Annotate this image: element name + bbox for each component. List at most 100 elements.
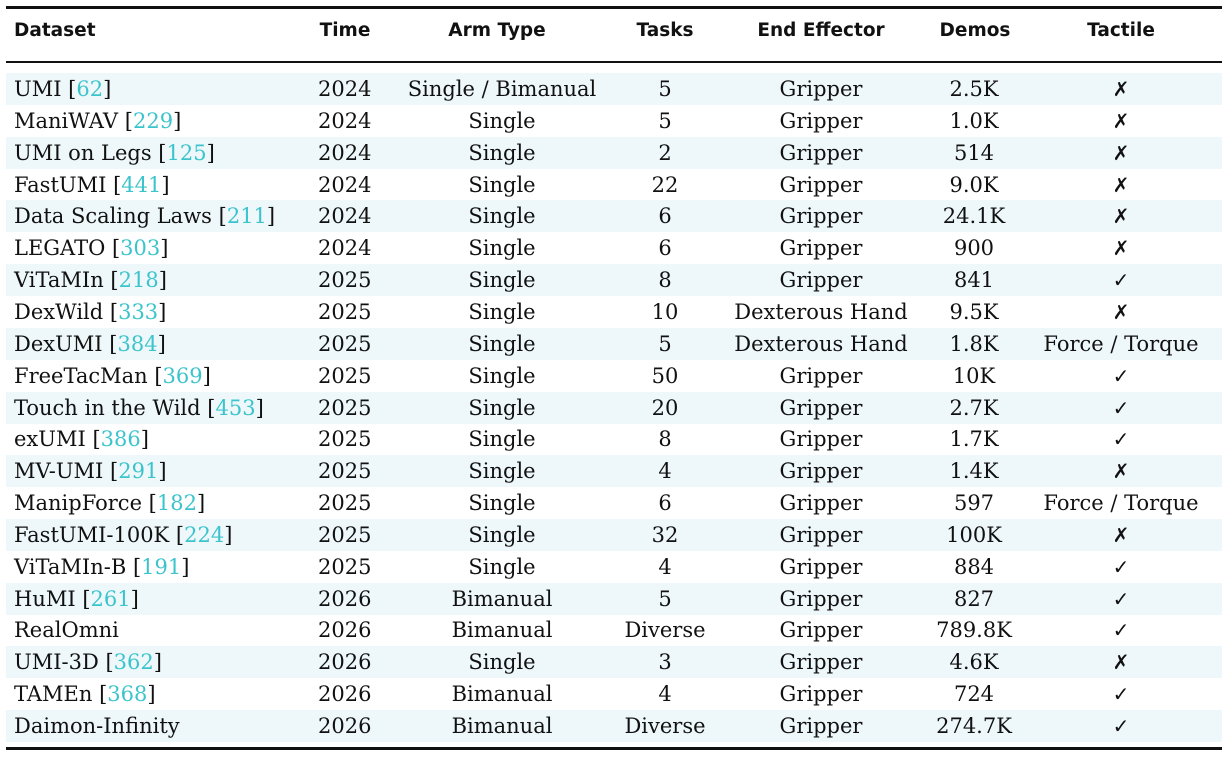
cell-tasks: 50	[651, 363, 679, 388]
citation-link[interactable]: 191	[141, 554, 182, 579]
cell-time: 2025	[318, 427, 372, 452]
dataset-name: UMI-3D	[14, 650, 99, 675]
table-row: LEGATO [303] 2024 Single 6 Gripper 900 ✗	[6, 232, 1222, 264]
cell-arm-type: Single	[468, 395, 536, 420]
cell-demos: 2.7K	[949, 395, 999, 420]
header-rule	[6, 61, 1222, 63]
citation-link[interactable]: 362	[113, 650, 154, 675]
cell-arm-type: Single	[468, 650, 536, 675]
citation-link[interactable]: 211	[226, 204, 267, 229]
cell-time: 2025	[318, 395, 372, 420]
citation-link[interactable]: 291	[118, 459, 159, 484]
cell-arm-type: Bimanual	[451, 586, 553, 611]
citation-link[interactable]: 333	[118, 299, 159, 324]
cell-arm-type: Single	[468, 299, 536, 324]
cell-demos: 9.5K	[949, 299, 999, 324]
dataset-name: UMI	[14, 77, 62, 101]
table-row: ManiWAV [229] 2024 Single 5 Gripper 1.0K ✗	[6, 105, 1222, 137]
dataset-name: DexUMI	[14, 331, 103, 356]
cell-end-effector: Gripper	[779, 522, 863, 547]
cell-arm-type: Single	[468, 204, 536, 229]
dataset-name: MV-UMI	[14, 459, 104, 484]
cell-dataset: FastUMI [441]	[14, 172, 170, 197]
table-row: MV-UMI [291] 2025 Single 4 Gripper 1.4K ✗	[6, 455, 1222, 488]
citation-link[interactable]: 453	[215, 395, 256, 420]
citation-link[interactable]: 369	[162, 363, 203, 388]
cell-end-effector: Gripper	[779, 395, 863, 420]
cell-dataset: FastUMI-100K [224]	[14, 522, 233, 547]
citation-link[interactable]: 441	[121, 172, 162, 197]
dataset-name: HuMI	[14, 586, 76, 611]
cell-time: 2024	[318, 140, 372, 165]
header-end-effector: End Effector	[757, 20, 885, 41]
cell-tasks: Diverse	[624, 714, 706, 738]
cell-tasks: 5	[658, 108, 672, 133]
cell-arm-type: Bimanual	[451, 618, 553, 643]
citation-link[interactable]: 384	[117, 331, 158, 356]
header-tactile: Tactile	[1087, 20, 1155, 41]
cell-tactile: ✗	[1112, 140, 1130, 165]
citation-link[interactable]: 62	[76, 77, 104, 101]
table-row: FreeTacMan [369] 2025 Single 50 Gripper 10K ✓	[6, 360, 1222, 392]
cell-dataset: ViTaMIn-B [191]	[14, 554, 190, 579]
cell-dataset: exUMI [386]	[14, 427, 149, 452]
cell-end-effector: Gripper	[779, 491, 863, 516]
citation-link[interactable]: 386	[100, 427, 141, 452]
cell-demos: 1.0K	[949, 108, 999, 133]
cell-arm-type: Single	[468, 554, 536, 579]
cell-tasks: 2	[658, 140, 672, 165]
cell-demos: 2.5K	[949, 77, 999, 101]
dataset-name: Daimon-Infinity	[14, 714, 180, 738]
cell-end-effector: Gripper	[779, 427, 863, 452]
cell-arm-type: Single	[468, 172, 536, 197]
cell-end-effector: Gripper	[779, 714, 863, 738]
dataset-name: LEGATO	[14, 236, 106, 261]
citation-link[interactable]: 125	[166, 140, 207, 165]
citation-link[interactable]: 368	[107, 682, 148, 707]
cell-tactile: ✗	[1112, 650, 1130, 675]
cell-dataset: FreeTacMan [369]	[14, 363, 211, 388]
cell-time: 2026	[318, 650, 372, 675]
cell-arm-type: Single	[468, 140, 536, 165]
dataset-name: RealOmni	[14, 618, 119, 643]
cell-dataset: RealOmni	[14, 616, 119, 644]
cell-tasks: 5	[658, 586, 672, 611]
cell-tactile: ✓	[1112, 586, 1130, 611]
cell-time: 2024	[318, 172, 372, 197]
cell-tasks: 5	[658, 77, 672, 101]
citation-link[interactable]: 224	[184, 522, 225, 547]
table-row: FastUMI-100K [224] 2025 Single 32 Gripper 100…	[6, 518, 1222, 551]
cell-time: 2025	[318, 331, 372, 356]
cell-dataset: Data Scaling Laws [211]	[14, 204, 276, 229]
table-row: ManipForce [182] 2025 Single 6 Gripper 597 For…	[6, 487, 1222, 519]
cell-tasks: 3	[658, 650, 672, 675]
header-time: Time	[319, 20, 371, 41]
citation-link[interactable]: 261	[90, 586, 131, 611]
dataset-name: FastUMI	[14, 172, 107, 197]
citation-link[interactable]: 303	[120, 236, 161, 261]
cell-end-effector: Gripper	[779, 236, 863, 261]
cell-time: 2025	[318, 299, 372, 324]
table-row: DexUMI [384] 2025 Single 5 Dexterous Hand 1.8…	[6, 327, 1222, 360]
table-row: UMI [62] 2024 Single / Bimanual 5 Gripper 2.5…	[6, 73, 1222, 105]
citation-link[interactable]: 218	[118, 268, 159, 293]
table-row: UMI on Legs [125] 2024 Single 2 Gripper 514 ✗	[6, 136, 1222, 169]
cell-time: 2025	[318, 363, 372, 388]
cell-time: 2026	[318, 618, 372, 643]
cell-tactile: ✓	[1112, 363, 1130, 388]
cell-demos: 274.7K	[936, 714, 1012, 738]
cell-end-effector: Gripper	[779, 268, 863, 293]
citation-link[interactable]: 229	[132, 108, 174, 133]
dataset-name: Data Scaling Laws	[14, 204, 212, 229]
cell-tasks: 22	[651, 172, 679, 197]
cell-tactile: ✓	[1112, 268, 1130, 293]
cell-time: 2024	[318, 236, 372, 261]
cell-time: 2025	[318, 522, 372, 547]
citation-link[interactable]: 182	[156, 491, 197, 516]
cell-dataset: UMI-3D [362]	[14, 650, 162, 675]
table-header: Dataset Time Arm Type Tasks End Effector…	[0, 14, 1227, 50]
cell-time: 2026	[318, 714, 372, 738]
bottom-rule	[6, 747, 1222, 750]
table-row: Daimon-Infinity 2026 Bimanual Diverse Grippe…	[6, 710, 1222, 742]
cell-end-effector: Gripper	[779, 459, 863, 484]
